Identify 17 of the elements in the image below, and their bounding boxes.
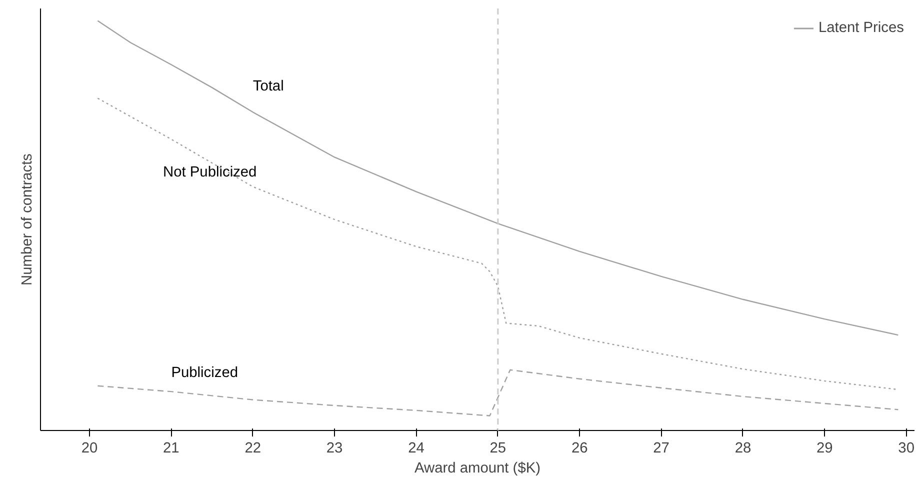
legend-title: Latent Prices (818, 20, 904, 36)
x-tick-label: 28 (734, 440, 752, 456)
y-axis-title: Number of contracts (20, 154, 36, 286)
x-tick-label: 26 (571, 440, 588, 456)
x-tick-label: 27 (653, 440, 670, 456)
series-label: Publicized (171, 365, 238, 382)
x-tick-label: 22 (244, 440, 262, 456)
x-tick-label: 24 (408, 440, 424, 456)
x-tick-label: 25 (490, 440, 506, 456)
x-tick-label: 20 (81, 440, 98, 456)
x-axis-title: Award amount ($K) (414, 460, 540, 476)
series-label: Total (252, 78, 284, 94)
series-label: Not Publicized (163, 164, 257, 180)
x-tick-label: 30 (898, 440, 914, 456)
x-tick-label: 29 (816, 440, 833, 456)
x-tick-label: 21 (163, 440, 180, 456)
x-tick-label: 23 (326, 440, 343, 456)
